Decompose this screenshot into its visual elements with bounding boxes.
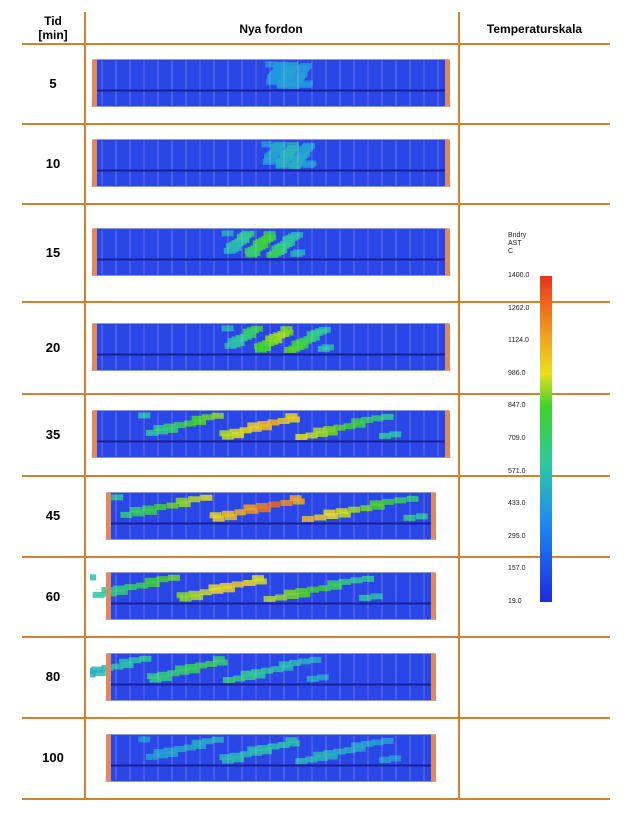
simulation-image xyxy=(90,485,452,547)
simulation-image xyxy=(90,727,452,789)
row-rule xyxy=(22,123,610,125)
time-cell: 45 xyxy=(45,508,61,523)
scale-color-bar xyxy=(540,276,552,602)
header-time: Tid [min] xyxy=(38,14,68,42)
row-rule xyxy=(22,798,610,800)
row-rule xyxy=(22,717,610,719)
scale-tick-label: 1124.0 xyxy=(508,337,529,345)
scale-tick-label: 986.0 xyxy=(508,369,526,377)
simulation-image xyxy=(90,221,452,283)
rule-col1 xyxy=(84,12,86,798)
header-scale: Temperaturskala xyxy=(486,22,583,36)
scale-tick-label: 19.0 xyxy=(508,598,522,605)
scale-tick-label: 1262.0 xyxy=(508,304,530,312)
row-rule xyxy=(22,475,610,477)
scale-title-line1: Bndry xyxy=(508,232,527,239)
header-vehicle: Nya fordon xyxy=(239,22,303,36)
time-cell: 35 xyxy=(45,426,61,442)
time-cell: 10 xyxy=(45,155,61,171)
results-table: Tid [min] Nya fordon Temperaturskala 5 10… xyxy=(22,12,610,800)
simulation-image xyxy=(90,316,452,378)
simulation-image xyxy=(90,565,452,627)
time-cell: 5 xyxy=(49,75,57,91)
time-cell: 60 xyxy=(45,588,61,604)
time-cell: 20 xyxy=(45,339,61,355)
scale-tick-label: 295.0 xyxy=(508,532,526,540)
row-rule xyxy=(22,636,610,638)
scale-tick-label: 571.0 xyxy=(508,467,526,475)
scale-title-line2: AST xyxy=(508,240,522,247)
scale-tick-label: 709.0 xyxy=(508,435,526,442)
temperature-scale: Bndry AST C 1400.0 1262.0 1124.0 986.0 847.0… xyxy=(508,232,568,612)
scale-title-line3: C xyxy=(508,248,514,255)
simulation-image xyxy=(90,132,452,194)
time-cell: 100 xyxy=(42,750,64,765)
header-rule xyxy=(22,43,610,45)
rule-col2 xyxy=(458,12,460,798)
scale-tick-label: 847.0 xyxy=(508,402,526,410)
simulation-image xyxy=(90,646,452,708)
row-rule xyxy=(22,301,610,303)
simulation-image xyxy=(90,52,452,114)
row-rule xyxy=(22,556,610,558)
scale-tick-label: 433.0 xyxy=(508,500,526,508)
time-cell: 80 xyxy=(45,669,61,684)
time-cell: 15 xyxy=(45,244,61,260)
row-rule xyxy=(22,203,610,205)
scale-tick-label: 1400.0 xyxy=(508,272,530,279)
simulation-image xyxy=(90,403,452,465)
row-rule xyxy=(22,393,610,395)
scale-tick-label: 157.0 xyxy=(508,565,526,573)
